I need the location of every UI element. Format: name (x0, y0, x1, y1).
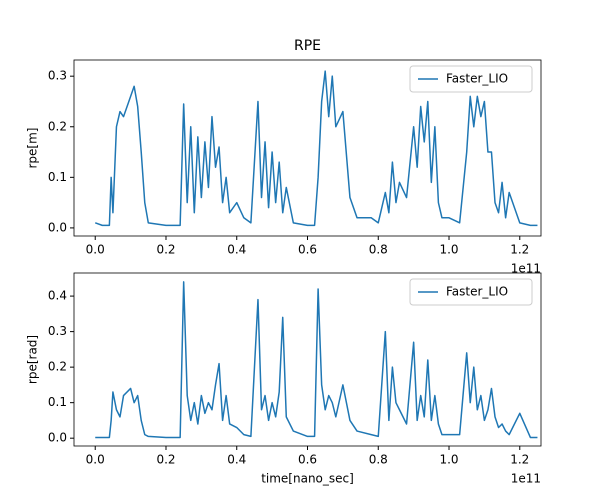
y-tick-label: 0.1 (48, 170, 67, 184)
y-tick-label: 0.1 (48, 395, 67, 409)
x-tick-label: 0.8 (369, 243, 388, 257)
subplot: RPE 0.0 0.2 0.4 0.6 0.8 1.0 1.2 0.0 0.1 0.2 0.3 rpe[… (26, 38, 542, 276)
x-tick-label: 0.2 (156, 453, 175, 467)
y-tick-label: 0.0 (48, 431, 67, 445)
x-tick-label: 0.4 (227, 243, 246, 257)
axes-frame (73, 272, 542, 447)
x-tick-label: 0.2 (156, 243, 175, 257)
legend-box (409, 278, 533, 306)
x-tick-label: 0.8 (369, 453, 388, 467)
axes-frame (73, 59, 542, 237)
legend-box (409, 65, 533, 93)
x-tick-label: 0.0 (86, 453, 105, 467)
x-tick-label: 0.4 (227, 453, 246, 467)
x-axis-label: time[nano_sec] (261, 472, 354, 486)
y-tick-label: 0.4 (48, 289, 67, 303)
data-line (95, 281, 538, 439)
chart-title: RPE (294, 38, 321, 54)
y-tick-label: 0.0 (48, 220, 67, 234)
y-axis-label: rpe[rad] (26, 335, 40, 384)
x-tick-label: 1.0 (439, 453, 458, 467)
x-tick-label: 0.6 (298, 243, 317, 257)
x-tick-label: 1.2 (510, 243, 529, 257)
x-tick-label: 1.0 (439, 243, 458, 257)
subplot: 0.0 0.2 0.4 0.6 0.8 1.0 1.2 0.0 0.1 0.2 0.3 0.4 rpe[… (26, 272, 542, 486)
x-offset-label: 1e11 (511, 262, 541, 276)
x-offset-label: 1e11 (511, 472, 541, 486)
legend-label: Faster_LIO (446, 72, 508, 86)
legend-label: Faster_LIO (446, 285, 508, 299)
x-tick-label: 0.0 (86, 243, 105, 257)
y-tick-label: 0.3 (48, 69, 67, 83)
y-axis-label: rpe[m] (26, 128, 40, 169)
y-tick-label: 0.2 (48, 360, 67, 374)
y-tick-label: 0.3 (48, 324, 67, 338)
legend: Faster_LIO (409, 65, 533, 93)
y-tick-label: 0.2 (48, 119, 67, 133)
x-tick-label: 1.2 (510, 453, 529, 467)
data-line (94, 70, 538, 227)
legend: Faster_LIO (409, 278, 533, 306)
x-tick-label: 0.6 (298, 453, 317, 467)
